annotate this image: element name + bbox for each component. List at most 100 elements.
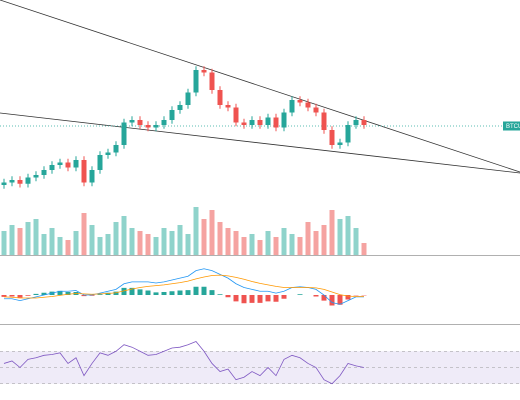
volume-bar [105,234,111,255]
candle-body [121,122,127,145]
macd-histogram-bar [113,291,119,295]
macd-line [3,274,364,299]
macd-histogram-bar [41,292,47,295]
candle-body [9,180,15,183]
macd-histogram-bar [169,291,175,295]
candle-body [289,100,295,113]
candle-body [25,177,31,184]
candle-body [193,70,199,93]
volume-bar [209,210,215,255]
volume-bar [321,225,327,255]
candle-body [97,155,103,170]
candle-body [57,162,63,165]
volume-bar [169,231,175,255]
macd-histogram-bar [33,293,39,295]
volume-bar [129,228,135,255]
volume-bar [281,228,287,255]
candle-body [313,107,319,113]
candle-body [329,130,335,145]
volume-bar [337,219,343,255]
volume-bar [273,237,279,255]
candle-body [297,100,303,103]
macd-histogram-bar [265,295,271,302]
candle-body [17,180,23,184]
macd-histogram-bar [193,286,199,295]
volume-bar [121,216,127,255]
candle-body [145,125,151,128]
macd-histogram-bar [337,295,343,305]
candle-body [49,165,55,170]
macd-histogram-bar [153,292,159,295]
volume-bar [73,231,79,255]
volume-bar [329,210,335,255]
volume-bar [89,225,95,255]
candle-body [137,120,143,125]
volume-bar [289,234,295,255]
volume-bar [17,228,23,255]
trendline [0,112,520,174]
volume-bar [177,225,183,255]
volume-bar [81,213,87,255]
volume-bar [113,222,119,255]
macd-histogram-bar [329,295,335,306]
price-label: BTCU [506,124,520,130]
candle-body [185,92,191,105]
candle-body [65,162,71,168]
volume-bar [233,231,239,255]
volume-bar [97,237,103,255]
macd-histogram-bar [209,290,215,295]
volume-bar [257,240,263,255]
macd-histogram-bar [345,295,351,300]
macd-histogram-bar [129,287,135,295]
candle-body [81,160,87,183]
volume-bar [313,231,319,255]
macd-histogram-bar [249,295,255,303]
candle-body [33,175,39,178]
macd-histogram-bar [57,290,63,295]
volume-bar [361,243,367,255]
volume-bar [145,234,151,255]
candle-body [41,170,47,175]
volume-bar [57,237,63,255]
candle-body [233,107,239,123]
candle-body [113,145,119,153]
macd-histogram-bar [97,294,103,295]
candle-body [265,117,271,125]
macd-histogram-bar [273,295,279,302]
candle-body [129,120,135,123]
volume-bar [161,228,167,255]
volume-bar [201,219,207,255]
candle-body [73,160,79,168]
candle-body [1,182,7,185]
candle-body [249,120,255,125]
macd-histogram-bar [233,295,239,302]
volume-bar [1,231,7,255]
volume-bar [345,216,351,255]
macd-histogram-bar [161,292,167,295]
macd-histogram-bar [177,290,183,295]
macd-histogram-bar [81,295,87,297]
macd-histogram-bar [65,292,71,295]
macd-histogram-bar [9,295,15,297]
macd-histogram-bar [217,294,223,295]
trendline [0,0,520,173]
volume-bar [25,222,31,255]
macd-histogram-bar [145,290,151,295]
volume-bar [49,228,55,255]
candle-body [105,152,111,155]
volume-bar [217,222,223,255]
candle-body [177,105,183,110]
volume-bar [41,234,47,255]
macd-histogram-bar [17,295,23,298]
volume-bar [33,219,39,255]
candle-body [345,125,351,143]
volume-bar [225,228,231,255]
macd-histogram-bar [321,295,327,301]
macd-histogram-bar [25,295,31,296]
candle-body [257,120,263,125]
candle-body [209,72,215,90]
volume-bar [193,207,199,255]
volume-bar [9,225,15,255]
